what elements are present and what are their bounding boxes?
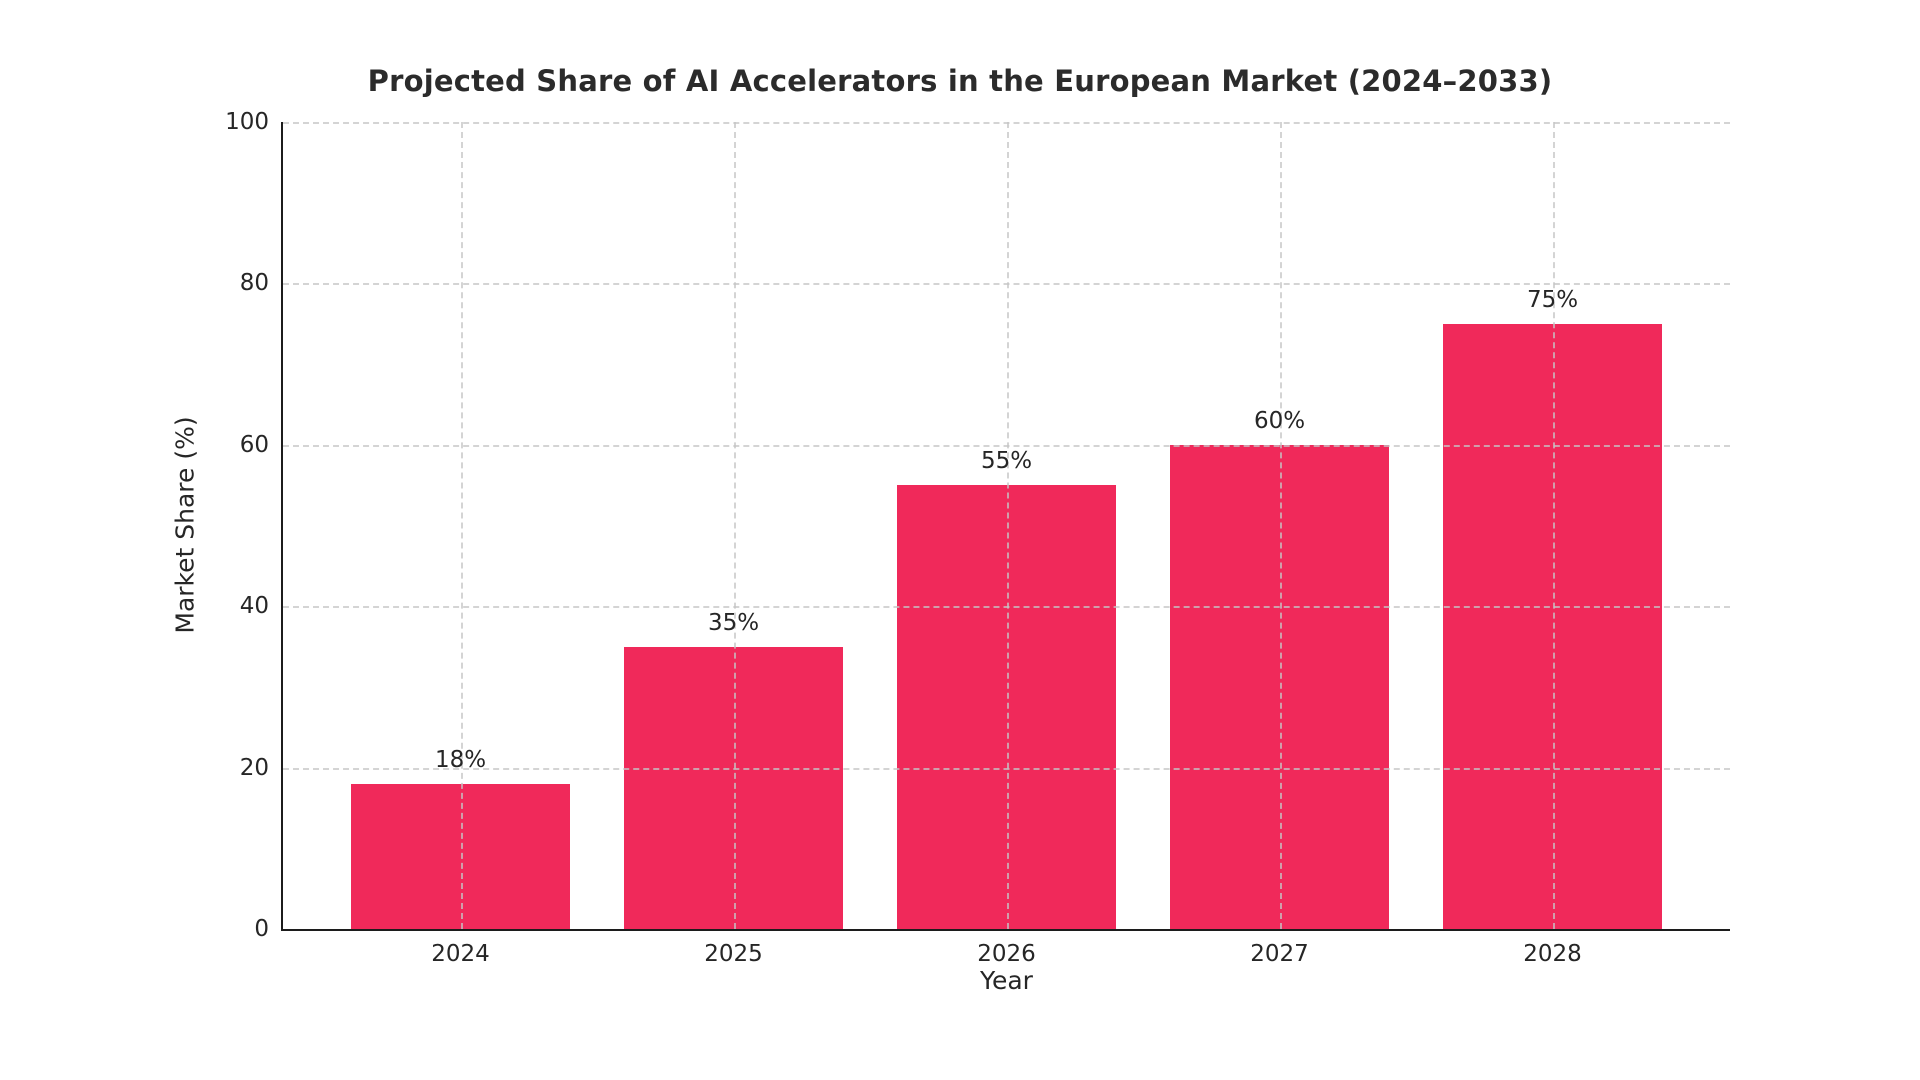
- bar-2027: [1170, 444, 1389, 929]
- x-tick-label-2028: 2028: [1523, 941, 1582, 967]
- y-axis-label: Market Share (%): [170, 416, 200, 634]
- x-tick-label-2024: 2024: [431, 941, 490, 967]
- y-tick-label-0: 0: [254, 916, 269, 942]
- bar-value-label-2028: 75%: [1526, 286, 1579, 313]
- chart-title: Projected Share of AI Accelerators in th…: [367, 64, 1553, 98]
- bar-value-label-2027: 60%: [1253, 407, 1306, 434]
- plot-area: 0 20 40 60 80 100 2024 18% 2025 35% 2026 55% 2027 60%…: [225, 109, 1730, 967]
- bar-2025: [624, 646, 843, 929]
- y-tick-label-20: 20: [239, 754, 269, 781]
- x-tick-label-2027: 2027: [1250, 941, 1309, 967]
- y-tick-label-60: 60: [239, 431, 269, 458]
- x-tick-label-2025: 2025: [704, 941, 763, 967]
- gridline-x-2028: [1552, 122, 1555, 929]
- bar-value-label-2024: 18%: [434, 746, 487, 773]
- gridline-x-2025: [733, 122, 736, 929]
- gridline-x-2026: [1006, 122, 1009, 929]
- y-tick-label-100: 100: [225, 109, 269, 135]
- x-axis-label: Year: [980, 966, 1033, 995]
- bar-2024: [351, 783, 570, 929]
- x-tick-label-2026: 2026: [977, 941, 1036, 967]
- gridline-x-2027: [1279, 122, 1282, 929]
- gridline-x-2024: [460, 122, 463, 929]
- x-axis-spine: [281, 929, 1730, 931]
- y-tick-label-40: 40: [239, 593, 269, 620]
- bar-2028: [1443, 323, 1662, 929]
- bar-2026: [897, 485, 1116, 929]
- y-axis-spine: [281, 122, 283, 931]
- bar-value-label-2026: 55%: [980, 448, 1033, 475]
- y-tick-label-80: 80: [239, 270, 269, 297]
- bar-value-label-2025: 35%: [707, 609, 760, 636]
